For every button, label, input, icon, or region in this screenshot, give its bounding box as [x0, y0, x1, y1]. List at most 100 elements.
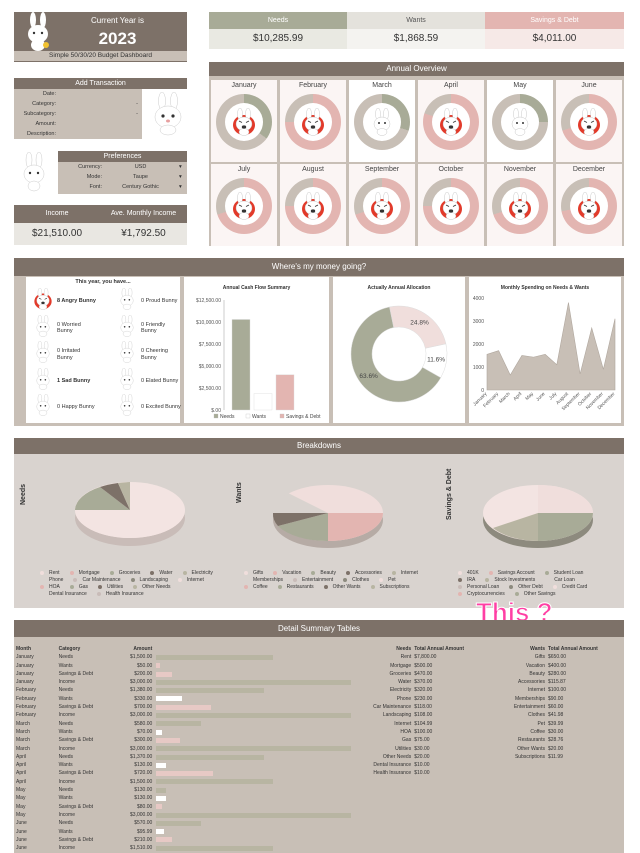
table-row[interactable]: March Wants $70.00 — [16, 728, 356, 736]
dropdown-icon[interactable]: ▾ — [179, 164, 182, 170]
table-row[interactable]: Gifts $650.00 — [500, 653, 618, 661]
table-row[interactable]: Coffee $30.00 — [500, 728, 618, 736]
tx-field-input[interactable]: - — [136, 101, 138, 107]
bar-needs[interactable] — [231, 319, 251, 411]
preferences-title: Preferences — [58, 151, 187, 162]
month-cell[interactable]: August — [280, 164, 346, 246]
total-amount-cell: $20.00 — [547, 745, 564, 752]
table-row[interactable]: January Savings & Debt $200.00 — [16, 670, 356, 678]
table-row[interactable]: Other Needs $20.00 — [360, 753, 480, 761]
subcategory-cell: Gas — [402, 737, 412, 744]
month-cell[interactable]: September — [349, 164, 415, 246]
preference-value[interactable]: Taupe — [133, 174, 148, 180]
table-row[interactable]: Entertainment $60.00 — [500, 703, 618, 711]
month-cell[interactable]: April — [418, 80, 484, 162]
table-row[interactable]: Dental Insurance $10.00 — [360, 761, 480, 769]
table-row[interactable]: Car Maintenance $118.00 — [360, 703, 480, 711]
month-cell[interactable]: May — [487, 80, 553, 162]
table-row[interactable]: May Wants $130.00 — [16, 794, 356, 802]
dropdown-icon[interactable]: ▾ — [179, 184, 182, 190]
table-row[interactable]: January Needs $1,500.00 — [16, 653, 356, 661]
table-row[interactable]: February Wants $330.00 — [16, 695, 356, 703]
table-row[interactable]: Clothes $41.98 — [500, 711, 618, 719]
month-cell[interactable]: February — [280, 80, 346, 162]
legend-label: Landscaping — [139, 577, 168, 583]
donut-slice[interactable] — [389, 305, 447, 349]
table-row[interactable]: May Needs $130.00 — [16, 786, 356, 794]
tx-field-row[interactable]: Subcategory: - — [14, 109, 142, 119]
table-row[interactable]: February Savings & Debt $700.00 — [16, 703, 356, 711]
tx-field-row[interactable]: Amount: — [14, 119, 142, 129]
table-row[interactable]: Landscaping $108.00 — [360, 711, 480, 719]
table-row[interactable]: Memberships $90.00 — [500, 695, 618, 703]
table-row[interactable]: Internet $104.99 — [360, 720, 480, 728]
dropdown-icon[interactable]: ▾ — [179, 174, 182, 180]
table-row[interactable]: June Income $1,510.00 — [16, 844, 356, 852]
tx-field-row[interactable]: Category: - — [14, 99, 142, 109]
table-row[interactable]: Other Wants $20.00 — [500, 745, 618, 753]
preference-value[interactable]: Century Gothic — [122, 184, 159, 190]
table-row[interactable]: Accessories $115.87 — [500, 678, 618, 686]
table-row[interactable]: January Wants $50.00 — [16, 662, 356, 670]
needs-legend: Rent Mortgage Groceries Water Electricity Pho… — [40, 570, 230, 598]
table-row[interactable]: May Income $3,000.00 — [16, 811, 356, 819]
table-row[interactable]: Groceries $470.00 — [360, 670, 480, 678]
table-row[interactable]: Health Insurance $10.00 — [360, 769, 480, 777]
preference-value[interactable]: USD — [134, 164, 147, 170]
table-row[interactable]: June Wants $95.99 — [16, 828, 356, 836]
table-row[interactable]: March Needs $580.00 — [16, 720, 356, 728]
tx-field-row[interactable]: Description: — [14, 129, 142, 139]
legend-entry: Cryptocurrencies — [458, 591, 510, 598]
month-cell[interactable]: June — [556, 80, 622, 162]
month-cell[interactable]: March — [349, 80, 415, 162]
table-row[interactable]: Pet $39.99 — [500, 720, 618, 728]
wants-legend: Gifts Vacation Beauty Accessories Internet Me… — [244, 570, 434, 591]
table-row[interactable]: Internet $100.00 — [500, 686, 618, 694]
table-row[interactable]: March Income $3,000.00 — [16, 745, 356, 753]
table-row[interactable]: Utilities $30.00 — [360, 745, 480, 753]
month-cell[interactable]: December — [556, 164, 622, 246]
preference-row[interactable]: Currency: USD ▾ — [58, 162, 187, 172]
month-cell[interactable]: January — [211, 80, 277, 162]
table-row[interactable]: Electricity $320.00 — [360, 686, 480, 694]
month-cell[interactable]: November — [487, 164, 553, 246]
bar-savings-debt[interactable] — [275, 374, 295, 411]
table-row[interactable]: May Savings & Debt $80.00 — [16, 803, 356, 811]
bar-wants[interactable] — [253, 393, 273, 411]
table-row[interactable]: April Income $1,500.00 — [16, 778, 356, 786]
table-row[interactable]: April Savings & Debt $720.00 — [16, 769, 356, 777]
table-row[interactable]: February Needs $1,380.00 — [16, 686, 356, 694]
table-row[interactable]: Mortgage $500.00 — [360, 662, 480, 670]
preference-row[interactable]: Font: Century Gothic ▾ — [58, 182, 187, 192]
spending-area[interactable] — [486, 302, 616, 391]
table-row[interactable]: March Savings & Debt $300.00 — [16, 736, 356, 744]
table-row[interactable]: Gas $75.00 — [360, 736, 480, 744]
table-row[interactable]: Restaurants $28.76 — [500, 736, 618, 744]
table-row[interactable]: HOA $100.00 — [360, 728, 480, 736]
year-value[interactable]: 2023 — [98, 29, 137, 48]
table-row[interactable]: April Needs $1,370.00 — [16, 753, 356, 761]
table-row[interactable]: Water $370.00 — [360, 678, 480, 686]
legend-dot — [98, 584, 103, 589]
month-cell[interactable]: July — [211, 164, 277, 246]
table-row[interactable]: January Income $3,000.00 — [16, 678, 356, 686]
bunny-count: 0 — [141, 298, 145, 305]
table-row[interactable]: Phone $230.00 — [360, 695, 480, 703]
total-amount-cell: $28.76 — [547, 737, 564, 744]
table-row[interactable]: Vacation $400.00 — [500, 662, 618, 670]
table-row[interactable]: April Wants $130.00 — [16, 761, 356, 769]
table-row[interactable]: Beauty $280.00 — [500, 670, 618, 678]
preference-row[interactable]: Mode: Taupe ▾ — [58, 172, 187, 182]
bunny-mood-icon — [32, 287, 54, 315]
tx-field-input[interactable] — [56, 119, 142, 129]
tx-field-input[interactable]: - — [136, 111, 138, 117]
month-cell[interactable]: October — [418, 164, 484, 246]
table-row[interactable]: June Needs $570.00 — [16, 819, 356, 827]
tx-field-row[interactable]: Date: — [14, 89, 142, 99]
table-row[interactable]: Subscriptions $11.99 — [500, 753, 618, 761]
table-row[interactable]: Rent $7,800.00 — [360, 653, 480, 661]
table-row[interactable]: June Savings & Debt $210.00 — [16, 836, 356, 844]
tx-field-input[interactable] — [56, 129, 142, 139]
table-row[interactable]: February Income $3,000.00 — [16, 711, 356, 719]
tx-field-input[interactable] — [56, 89, 142, 99]
